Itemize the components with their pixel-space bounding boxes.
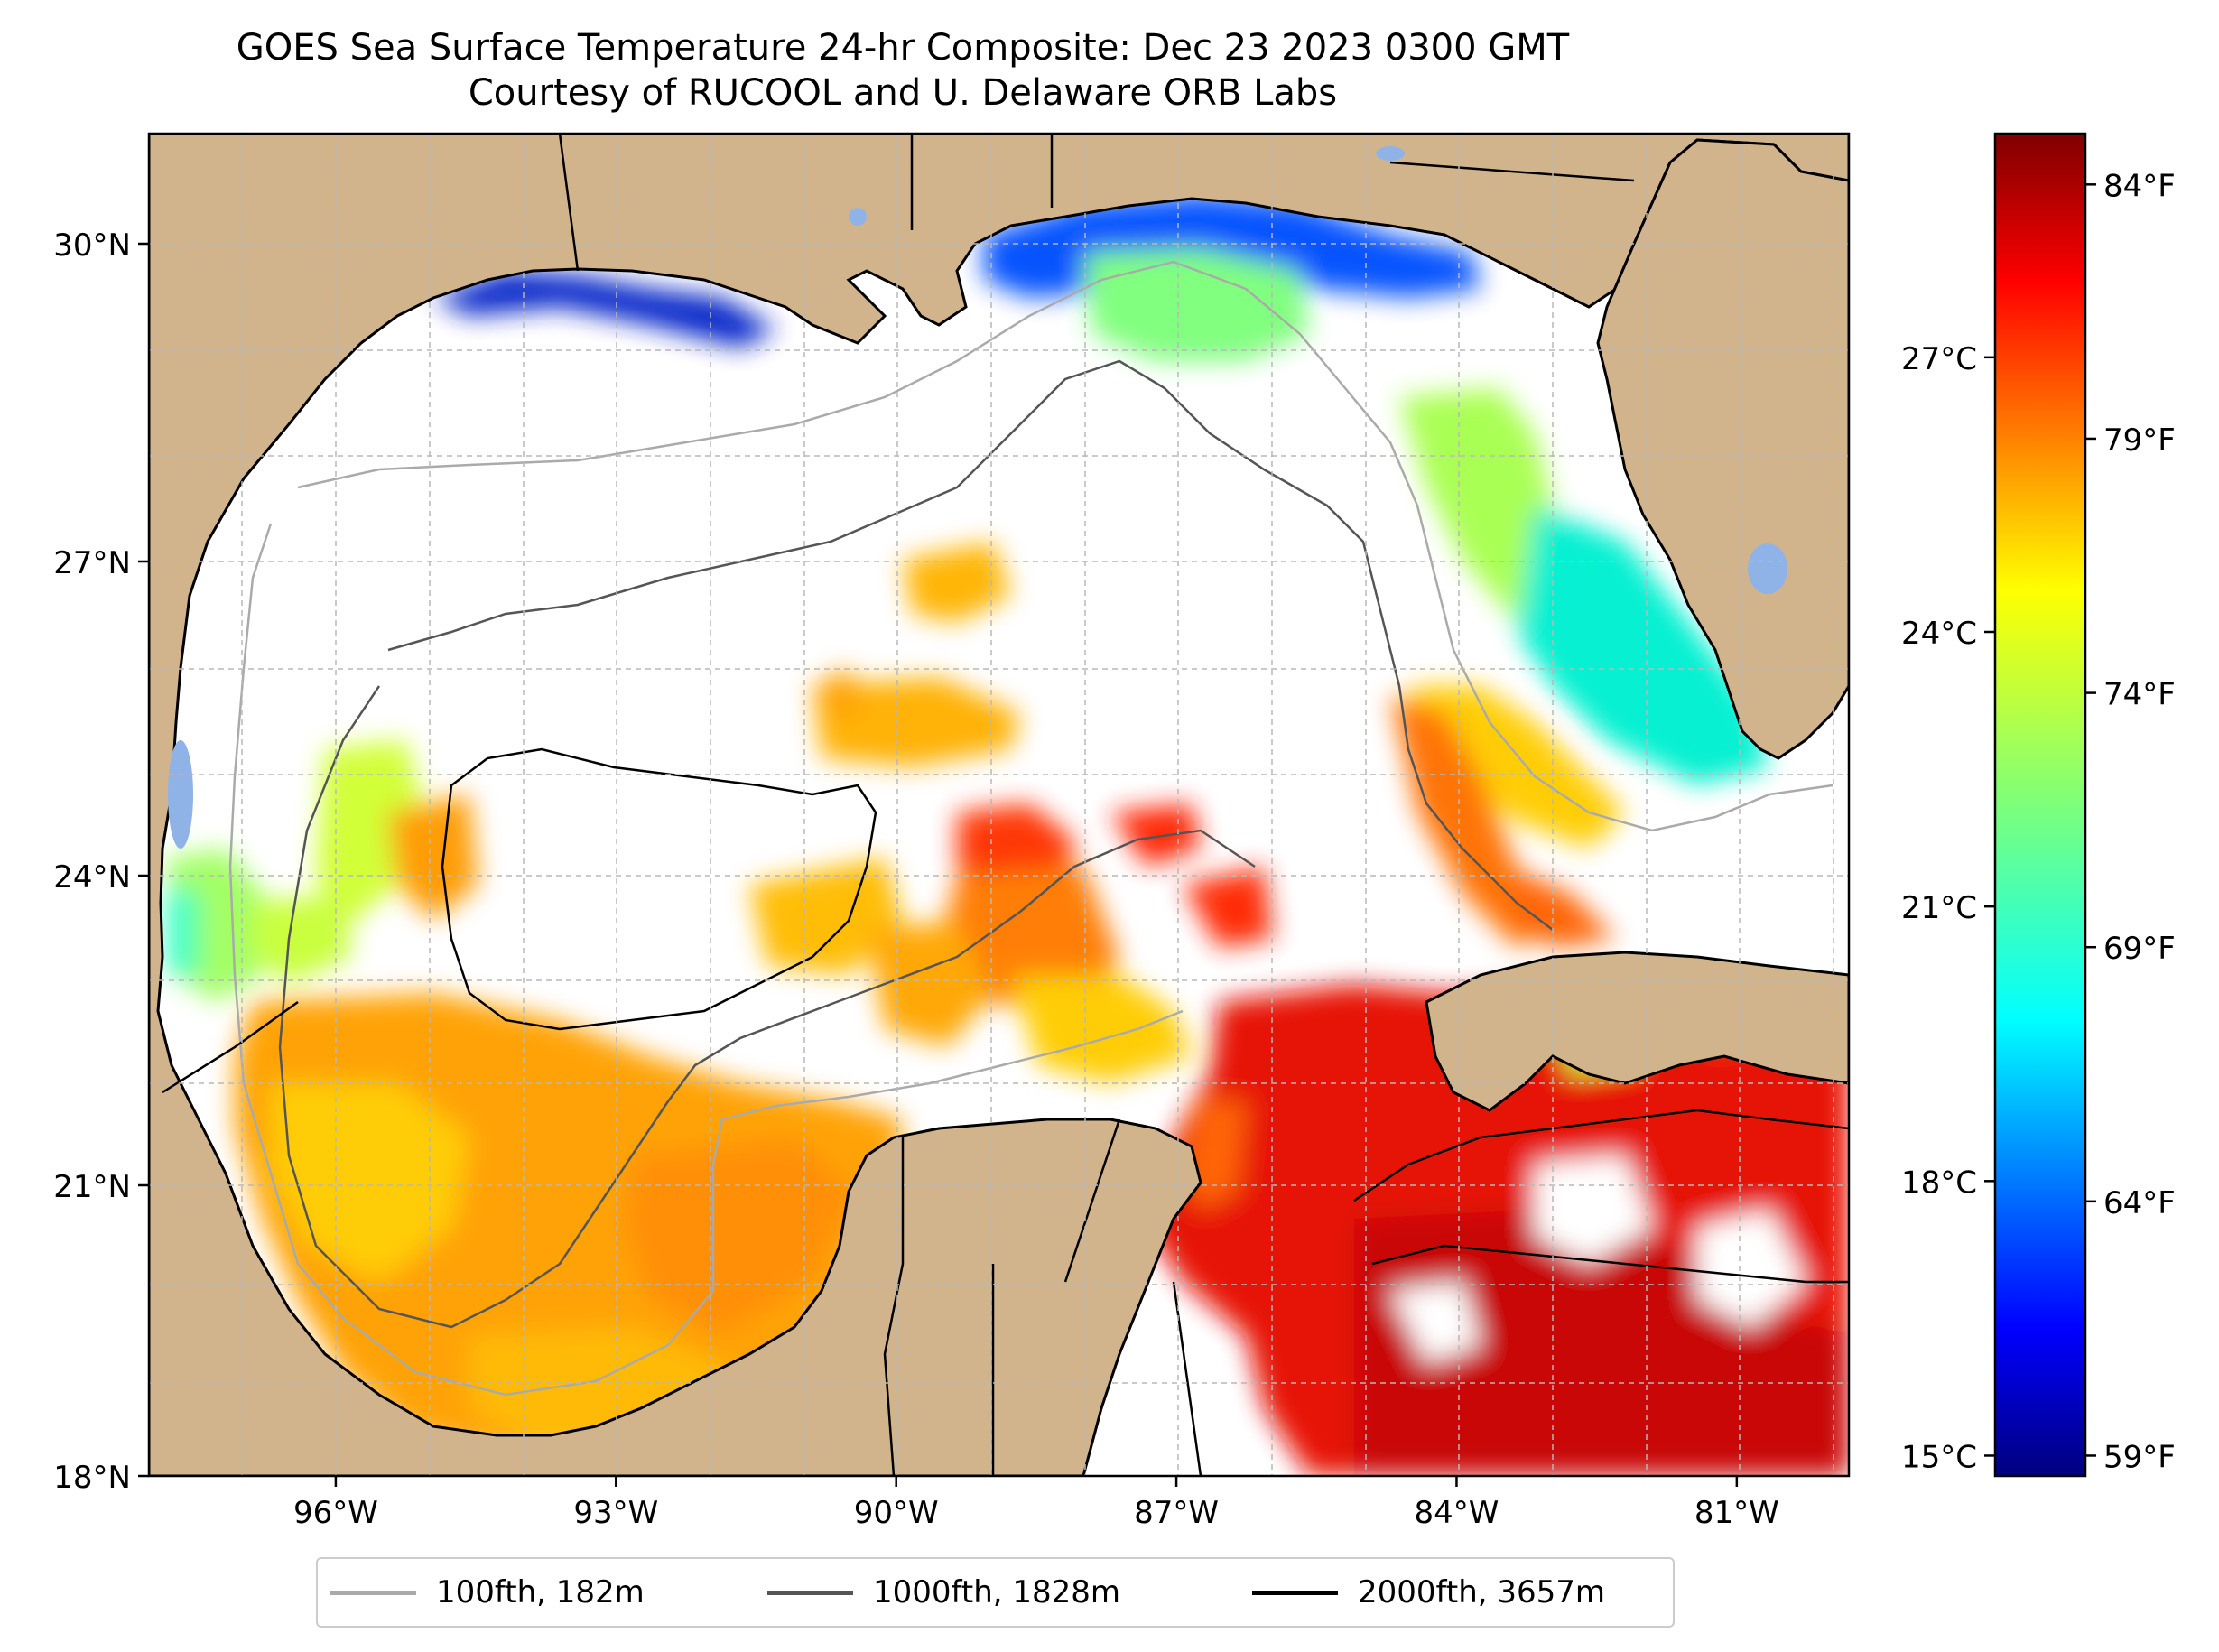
legend-swatch — [1252, 1590, 1338, 1595]
colorbar-f-label: 84°F — [2103, 168, 2176, 204]
legend-swatch — [330, 1590, 416, 1595]
colorbar-f-label: 74°F — [2103, 677, 2176, 713]
lon-tick-label: 81°W — [1694, 1495, 1779, 1531]
colorbar-f-label: 64°F — [2103, 1185, 2176, 1221]
colorbar-f-label: 79°F — [2103, 422, 2176, 459]
colorbar — [1993, 132, 2087, 1478]
political-borders — [162, 134, 1635, 1476]
sst-map: 30°N 27°N 24°N 21°N 18°N 96°W 93°W 90°W 87°W 84°… — [53, 132, 2176, 1531]
colorbar-c-label: 27°C — [1901, 341, 1977, 377]
colorbar-c-label: 18°C — [1901, 1165, 1977, 1201]
lon-tick-label: 84°W — [1415, 1495, 1499, 1531]
longitude-axis: 96°W 93°W 90°W 87°W 84°W 81°W — [293, 1476, 1779, 1531]
map-subtitle: Courtesy of RUCOOL and U. Delaware ORB L… — [468, 72, 1338, 114]
legend-item-1000fth: 1000fth, 1828m — [767, 1559, 1120, 1626]
colorbar-fahrenheit-axis: 84°F 79°F 74°F 69°F 64°F 59°F — [2085, 168, 2176, 1475]
lon-tick-label: 90°W — [854, 1495, 939, 1531]
contour-100fth — [228, 260, 1834, 1397]
lat-tick-label: 21°N — [53, 1169, 131, 1205]
legend-label: 2000fth, 3657m — [1358, 1574, 1606, 1610]
colorbar-celsius-axis: 27°C 24°C 21°C 18°C 15°C — [1901, 341, 1995, 1475]
lon-tick-label: 87°W — [1134, 1495, 1219, 1531]
lat-tick-label: 30°N — [53, 227, 131, 264]
lon-tick-label: 96°W — [293, 1495, 378, 1531]
lat-tick-label: 27°N — [53, 545, 131, 581]
colorbar-f-label: 69°F — [2103, 931, 2176, 967]
legend-item-100fth: 100fth, 182m — [330, 1559, 645, 1626]
contour-legend: 100fth, 182m 1000fth, 1828m 2000fth, 365… — [316, 1557, 1675, 1628]
land-masses — [149, 134, 1849, 1476]
colorbar-c-label: 15°C — [1901, 1439, 1977, 1475]
contour-2000fth — [441, 747, 1849, 1284]
legend-item-2000fth: 2000fth, 3657m — [1252, 1559, 1605, 1626]
lon-tick-label: 93°W — [573, 1495, 658, 1531]
lat-tick-label: 24°N — [53, 859, 131, 896]
colorbar-c-label: 24°C — [1901, 616, 1977, 652]
inland-water — [168, 146, 1787, 849]
latitude-axis: 30°N 27°N 24°N 21°N 18°N — [53, 227, 149, 1496]
contour-1000fth — [278, 359, 1554, 1329]
sst-data-layer — [167, 194, 1849, 1476]
map-area — [149, 134, 1849, 1476]
legend-label: 100fth, 182m — [436, 1574, 645, 1610]
legend-swatch — [767, 1590, 853, 1595]
lat-tick-label: 18°N — [53, 1460, 131, 1496]
colorbar-f-label: 59°F — [2103, 1439, 2176, 1475]
colorbar-c-label: 21°C — [1901, 890, 1977, 926]
map-frame — [147, 132, 1851, 1478]
bathymetry-contours — [228, 260, 1849, 1397]
map-title: GOES Sea Surface Temperature 24-hr Compo… — [236, 27, 1570, 69]
legend-label: 1000fth, 1828m — [873, 1574, 1121, 1610]
